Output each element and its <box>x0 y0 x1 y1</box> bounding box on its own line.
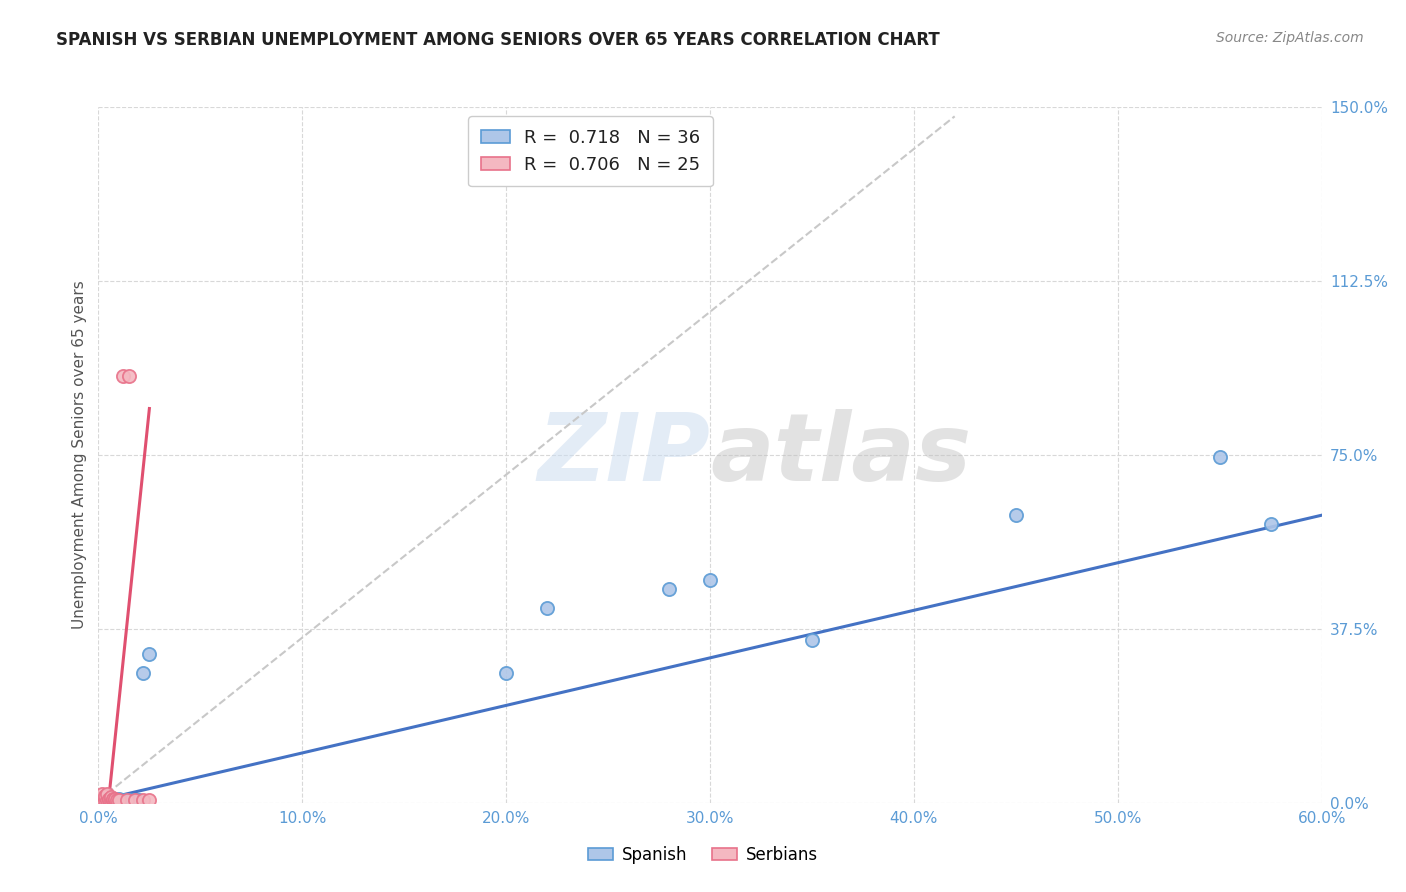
Point <box>97 792 120 806</box>
Point <box>1004 508 1026 523</box>
Point <box>101 792 124 806</box>
Point <box>101 793 124 807</box>
Point <box>104 792 127 806</box>
Y-axis label: Unemployment Among Seniors over 65 years: Unemployment Among Seniors over 65 years <box>72 281 87 629</box>
Point <box>96 787 118 801</box>
Point <box>120 793 142 807</box>
Point <box>138 648 160 662</box>
Point <box>118 793 141 807</box>
Point <box>96 793 118 807</box>
Point <box>93 789 115 803</box>
Point <box>91 792 114 806</box>
Point <box>108 792 131 806</box>
Point <box>115 793 138 807</box>
Point <box>97 791 120 805</box>
Point <box>658 582 681 597</box>
Point <box>100 790 122 805</box>
Point <box>96 793 118 807</box>
Point <box>111 369 134 384</box>
Point <box>97 792 120 806</box>
Point <box>97 793 120 807</box>
Point <box>105 793 128 807</box>
Point <box>104 793 127 807</box>
Point <box>114 793 136 807</box>
Legend: Spanish, Serbians: Spanish, Serbians <box>582 839 824 871</box>
Point <box>93 792 115 806</box>
Text: SPANISH VS SERBIAN UNEMPLOYMENT AMONG SENIORS OVER 65 YEARS CORRELATION CHART: SPANISH VS SERBIAN UNEMPLOYMENT AMONG SE… <box>56 31 941 49</box>
Point <box>132 793 155 807</box>
Point <box>89 793 111 807</box>
Point <box>89 793 111 807</box>
Point <box>91 788 114 802</box>
Text: Source: ZipAtlas.com: Source: ZipAtlas.com <box>1216 31 1364 45</box>
Point <box>101 793 124 807</box>
Point <box>124 793 146 807</box>
Point <box>111 793 134 807</box>
Point <box>101 792 124 806</box>
Legend: R =  0.718   N = 36, R =  0.706   N = 25: R = 0.718 N = 36, R = 0.706 N = 25 <box>468 116 713 186</box>
Point <box>1209 450 1232 465</box>
Point <box>93 793 115 807</box>
Point <box>89 791 111 805</box>
Point <box>124 793 146 807</box>
Point <box>138 793 160 807</box>
Text: atlas: atlas <box>710 409 972 501</box>
Point <box>801 633 824 648</box>
Point <box>105 793 128 807</box>
Point <box>110 793 132 807</box>
Point <box>100 793 122 807</box>
Point <box>91 793 114 807</box>
Point <box>495 665 517 680</box>
Point <box>104 793 127 807</box>
Point <box>1260 517 1282 532</box>
Point <box>91 792 114 806</box>
Point <box>97 793 120 807</box>
Point <box>104 792 127 806</box>
Point <box>100 792 122 806</box>
Point <box>128 793 150 807</box>
Point <box>100 793 122 807</box>
Point <box>536 601 558 615</box>
Point <box>96 792 118 806</box>
Point <box>91 793 114 807</box>
Point <box>132 665 155 680</box>
Point <box>108 793 131 807</box>
Text: ZIP: ZIP <box>537 409 710 501</box>
Point <box>93 793 115 807</box>
Point <box>699 573 721 587</box>
Point <box>108 793 131 807</box>
Point <box>118 369 141 384</box>
